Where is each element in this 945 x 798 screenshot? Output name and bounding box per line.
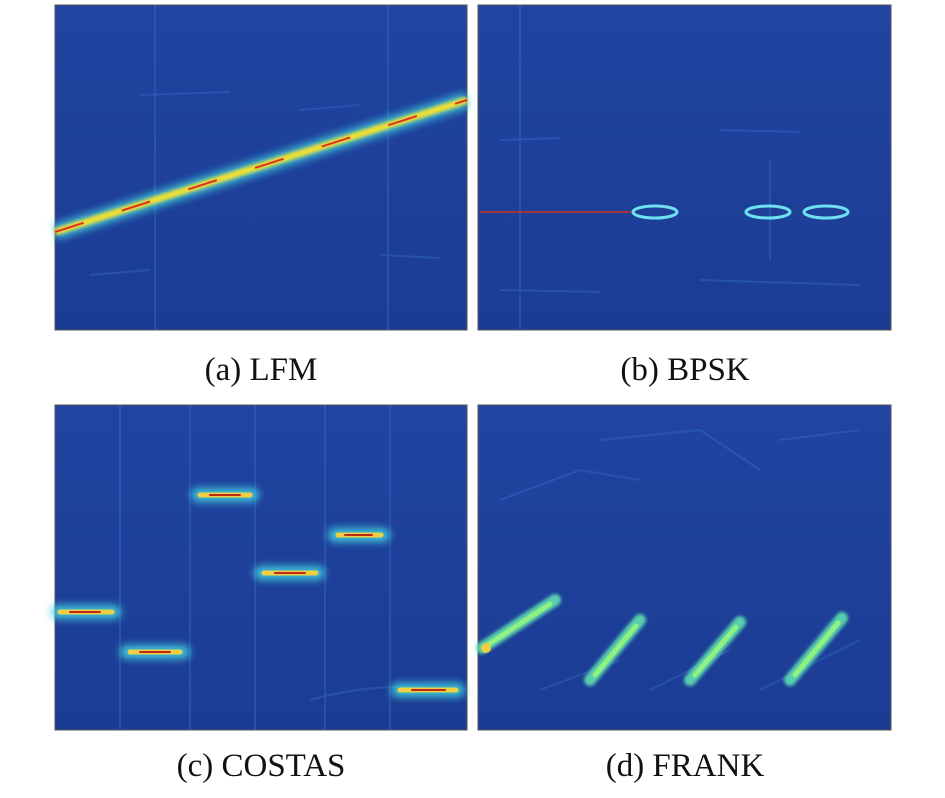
caption: (b) BPSK — [620, 352, 749, 388]
panel-frank — [476, 404, 892, 731]
caption: (c) COSTAS — [177, 748, 346, 784]
caption: (a) LFM — [205, 352, 318, 388]
caption: (d) FRANK — [606, 748, 765, 784]
panel-bpsk — [477, 4, 892, 331]
panel-costas — [51, 404, 468, 731]
panel-lfm — [52, 4, 470, 331]
